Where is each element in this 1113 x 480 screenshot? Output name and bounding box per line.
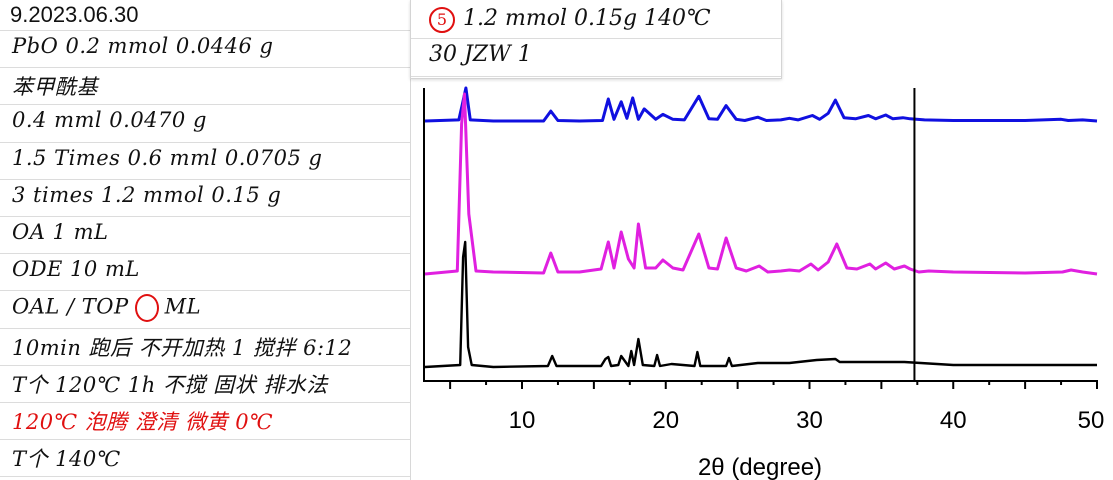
notebook-rule-line [0, 290, 410, 292]
snippet-rule [411, 38, 781, 39]
notebook-line-text: 10min 跑后 不开加热 1 搅拌 6:12 [12, 335, 353, 360]
notebook-line-text: T个 140℃ [12, 447, 121, 472]
notebook-line-text: 苯甲酰基 [12, 75, 98, 100]
notebook-line-text: 1.5 Times 0.6 mml 0.0705 g [12, 145, 323, 170]
notebook-line: PbO 0.2 mmol 0.0446 g [12, 34, 274, 58]
notebook-line-text: 3 times 1.2 mmol 0.15 g [12, 182, 282, 207]
x-tick-label: 50 [1078, 407, 1105, 434]
notebook-line: 10min 跑后 不开加热 1 搅拌 6:12 [12, 332, 352, 362]
series-layer [424, 86, 1098, 369]
x-axis-label: 2θ (degree) [698, 454, 822, 480]
notebook-line-text: OA 1 mL [12, 220, 109, 244]
notebook-rule-line [0, 30, 410, 31]
series-line-2 [424, 240, 1097, 369]
notebook-line-text: PbO 0.2 mmol 0.0446 g [12, 34, 274, 58]
red-circle-mark [134, 294, 159, 323]
notebook-line-text: OAL / TOP [12, 294, 129, 319]
notebook-rule-line [0, 476, 410, 478]
notebook-line: OA 1 mL [12, 220, 108, 244]
notebook-line: 1.5 Times 0.6 mml 0.0705 g [12, 146, 322, 170]
notebook-line-text: T个 120℃ 1h 不搅 固状 排水法 [12, 372, 328, 397]
notebook-rule-line [0, 327, 410, 329]
notebook-line: OAL / TOP ML [12, 294, 202, 323]
notebook-line-text: 120℃ 泡腾 澄清 微黄 0℃ [12, 410, 274, 434]
notebook-snippet: 5 1.2 mmol 0.15g 140℃ 30 JZW 1 [410, 0, 782, 79]
snippet-rule [411, 76, 781, 77]
notebook-rule-line [0, 67, 410, 69]
snippet-line-1-text: 1.2 mmol 0.15g 140℃ [463, 6, 711, 31]
notebook-rule-line [0, 402, 410, 403]
series-line-0 [424, 86, 1098, 123]
x-tick-label: 30 [796, 407, 823, 434]
notebook-rule-line [0, 141, 410, 143]
x-tick-label: 20 [652, 407, 679, 434]
notebook-line: 120℃ 泡腾 澄清 微黄 0℃ [12, 406, 273, 436]
notebook-line: 0.4 mml 0.0470 g [12, 108, 207, 132]
notebook-rule-line [0, 253, 410, 255]
tick-layer: 10 20 30 40 50 [449, 381, 1105, 434]
circled-number-mark: 5 [429, 7, 455, 33]
snippet-line-2: 30 JZW 1 [429, 42, 532, 67]
x-tick-label: 10 [509, 407, 536, 434]
notebook-rule-line [0, 178, 410, 180]
plot-background [424, 88, 1113, 382]
notebook-page: 9.2023.06.30 PbO 0.2 mmol 0.0446 g 苯甲酰基 0.… [0, 0, 411, 480]
notebook-line: T个 140℃ [12, 443, 121, 473]
notebook-line-text: ODE 10 mL [12, 257, 140, 282]
series-line-1 [424, 92, 1098, 276]
snippet-line-1: 5 1.2 mmol 0.15g 140℃ [429, 6, 711, 33]
notebook-rule-line [0, 216, 410, 217]
notebook-line: 3 times 1.2 mmol 0.15 g [12, 183, 281, 207]
notebook-line: 苯甲酰基 [12, 71, 98, 101]
notebook-line: T个 120℃ 1h 不搅 固状 排水法 [12, 369, 328, 399]
notebook-rule-line [0, 364, 410, 366]
notebook-line-text: 0.4 mml 0.0470 g [12, 108, 207, 133]
notebook-line-suffix: ML [164, 294, 202, 319]
x-tick-label: 40 [940, 407, 967, 434]
notebook-line: ODE 10 mL [12, 257, 140, 281]
notebook-rule-line [0, 439, 410, 441]
notebook-date-title: 9.2023.06.30 [10, 2, 139, 27]
notebook-rule-line [0, 104, 410, 106]
